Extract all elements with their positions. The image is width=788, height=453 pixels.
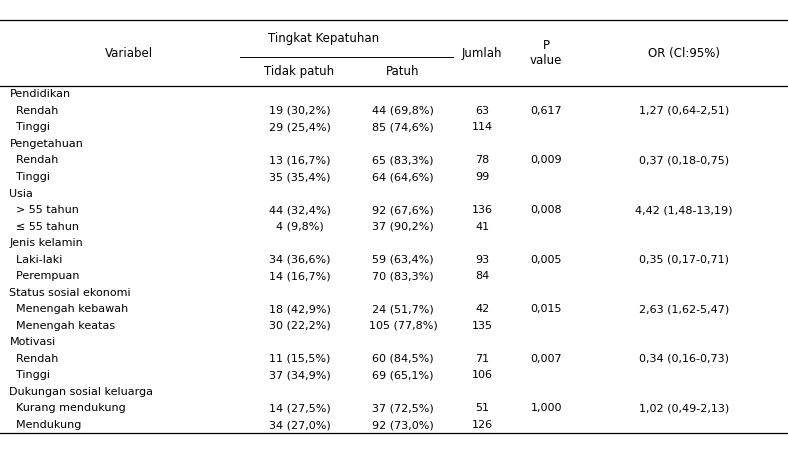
Text: 4 (9,8%): 4 (9,8%): [276, 222, 323, 231]
Text: 24 (51,7%): 24 (51,7%): [372, 304, 434, 314]
Text: Rendah: Rendah: [9, 106, 59, 116]
Text: 34 (27,0%): 34 (27,0%): [269, 420, 330, 430]
Text: Perempuan: Perempuan: [9, 271, 80, 281]
Text: 37 (34,9%): 37 (34,9%): [269, 371, 330, 381]
Text: 64 (64,6%): 64 (64,6%): [372, 172, 434, 182]
Text: Pengetahuan: Pengetahuan: [9, 139, 84, 149]
Text: 30 (22,2%): 30 (22,2%): [269, 321, 330, 331]
Text: 37 (90,2%): 37 (90,2%): [372, 222, 434, 231]
Text: 0,015: 0,015: [530, 304, 562, 314]
Text: 106: 106: [472, 371, 492, 381]
Text: 60 (84,5%): 60 (84,5%): [372, 354, 434, 364]
Text: 14 (16,7%): 14 (16,7%): [269, 271, 330, 281]
Text: 0,008: 0,008: [530, 205, 562, 215]
Text: Mendukung: Mendukung: [9, 420, 82, 430]
Text: Menengah kebawah: Menengah kebawah: [9, 304, 128, 314]
Text: Tinggi: Tinggi: [9, 122, 50, 132]
Text: 1,02 (0,49-2,13): 1,02 (0,49-2,13): [639, 404, 729, 414]
Text: 13 (16,7%): 13 (16,7%): [269, 155, 330, 165]
Text: Tidak patuh: Tidak patuh: [265, 65, 334, 78]
Text: 84: 84: [475, 271, 489, 281]
Text: 11 (15,5%): 11 (15,5%): [269, 354, 330, 364]
Text: Rendah: Rendah: [9, 354, 59, 364]
Text: ≤ 55 tahun: ≤ 55 tahun: [9, 222, 80, 231]
Text: 59 (63,4%): 59 (63,4%): [372, 255, 434, 265]
Text: Usia: Usia: [9, 188, 33, 198]
Text: Jenis kelamin: Jenis kelamin: [9, 238, 84, 248]
Text: 0,35 (0,17-0,71): 0,35 (0,17-0,71): [639, 255, 729, 265]
Text: 0,005: 0,005: [530, 255, 562, 265]
Text: 63: 63: [475, 106, 489, 116]
Text: 93: 93: [475, 255, 489, 265]
Text: 92 (67,6%): 92 (67,6%): [372, 205, 434, 215]
Text: 99: 99: [475, 172, 489, 182]
Text: Tingkat Kepatuhan: Tingkat Kepatuhan: [267, 32, 379, 45]
Text: Status sosial ekonomi: Status sosial ekonomi: [9, 288, 131, 298]
Text: 51: 51: [475, 404, 489, 414]
Text: 42: 42: [475, 304, 489, 314]
Text: 41: 41: [475, 222, 489, 231]
Text: 0,617: 0,617: [530, 106, 562, 116]
Text: Tinggi: Tinggi: [9, 172, 50, 182]
Text: 70 (83,3%): 70 (83,3%): [372, 271, 434, 281]
Text: 69 (65,1%): 69 (65,1%): [372, 371, 434, 381]
Text: Jumlah: Jumlah: [462, 47, 503, 60]
Text: 44 (32,4%): 44 (32,4%): [269, 205, 330, 215]
Text: 2,63 (1,62-5,47): 2,63 (1,62-5,47): [639, 304, 729, 314]
Text: 0,007: 0,007: [530, 354, 562, 364]
Text: 71: 71: [475, 354, 489, 364]
Text: 4,42 (1,48-13,19): 4,42 (1,48-13,19): [635, 205, 733, 215]
Text: 44 (69,8%): 44 (69,8%): [372, 106, 434, 116]
Text: Menengah keatas: Menengah keatas: [9, 321, 116, 331]
Text: Rendah: Rendah: [9, 155, 59, 165]
Text: Laki-laki: Laki-laki: [9, 255, 63, 265]
Text: 18 (42,9%): 18 (42,9%): [269, 304, 330, 314]
Text: 0,34 (0,16-0,73): 0,34 (0,16-0,73): [639, 354, 729, 364]
Text: 29 (25,4%): 29 (25,4%): [269, 122, 330, 132]
Text: Dukungan sosial keluarga: Dukungan sosial keluarga: [9, 387, 154, 397]
Text: 14 (27,5%): 14 (27,5%): [269, 404, 330, 414]
Text: Motivasi: Motivasi: [9, 337, 56, 347]
Text: 126: 126: [472, 420, 492, 430]
Text: 1,000: 1,000: [530, 404, 562, 414]
Text: 114: 114: [472, 122, 492, 132]
Text: 1,27 (0,64-2,51): 1,27 (0,64-2,51): [639, 106, 729, 116]
Text: 0,009: 0,009: [530, 155, 562, 165]
Text: 92 (73,0%): 92 (73,0%): [372, 420, 434, 430]
Text: Variabel: Variabel: [105, 47, 153, 60]
Text: 37 (72,5%): 37 (72,5%): [372, 404, 434, 414]
Text: 78: 78: [475, 155, 489, 165]
Text: 0,37 (0,18-0,75): 0,37 (0,18-0,75): [639, 155, 729, 165]
Text: 135: 135: [472, 321, 492, 331]
Text: 136: 136: [472, 205, 492, 215]
Text: Pendidikan: Pendidikan: [9, 89, 71, 99]
Text: 35 (35,4%): 35 (35,4%): [269, 172, 330, 182]
Text: 65 (83,3%): 65 (83,3%): [372, 155, 434, 165]
Text: 85 (74,6%): 85 (74,6%): [372, 122, 434, 132]
Text: 34 (36,6%): 34 (36,6%): [269, 255, 330, 265]
Text: > 55 tahun: > 55 tahun: [9, 205, 80, 215]
Text: Tinggi: Tinggi: [9, 371, 50, 381]
Text: 105 (77,8%): 105 (77,8%): [369, 321, 437, 331]
Text: Patuh: Patuh: [386, 65, 420, 78]
Text: Kurang mendukung: Kurang mendukung: [9, 404, 126, 414]
Text: 19 (30,2%): 19 (30,2%): [269, 106, 330, 116]
Text: P
value: P value: [530, 39, 563, 67]
Text: OR (Cl:95%): OR (Cl:95%): [648, 47, 720, 60]
